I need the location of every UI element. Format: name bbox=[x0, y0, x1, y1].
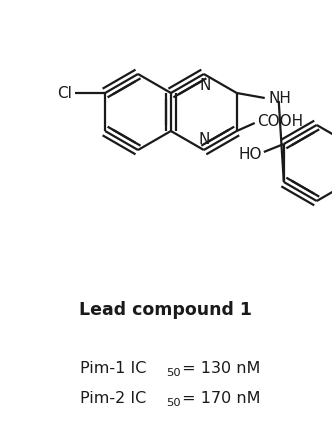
Text: Pim-1 IC: Pim-1 IC bbox=[80, 360, 146, 376]
Text: 50: 50 bbox=[166, 368, 181, 378]
Text: N: N bbox=[198, 132, 209, 147]
Text: = 130 nM: = 130 nM bbox=[177, 360, 260, 376]
Text: NH: NH bbox=[269, 90, 291, 105]
Text: Lead compound 1: Lead compound 1 bbox=[79, 301, 253, 319]
Text: = 170 nM: = 170 nM bbox=[177, 391, 261, 405]
Text: 50: 50 bbox=[166, 398, 181, 408]
Text: Pim-2 IC: Pim-2 IC bbox=[80, 391, 146, 405]
Text: Cl: Cl bbox=[57, 85, 72, 101]
Text: N: N bbox=[199, 78, 210, 93]
Text: HO: HO bbox=[238, 146, 262, 162]
Text: COOH: COOH bbox=[257, 113, 303, 129]
